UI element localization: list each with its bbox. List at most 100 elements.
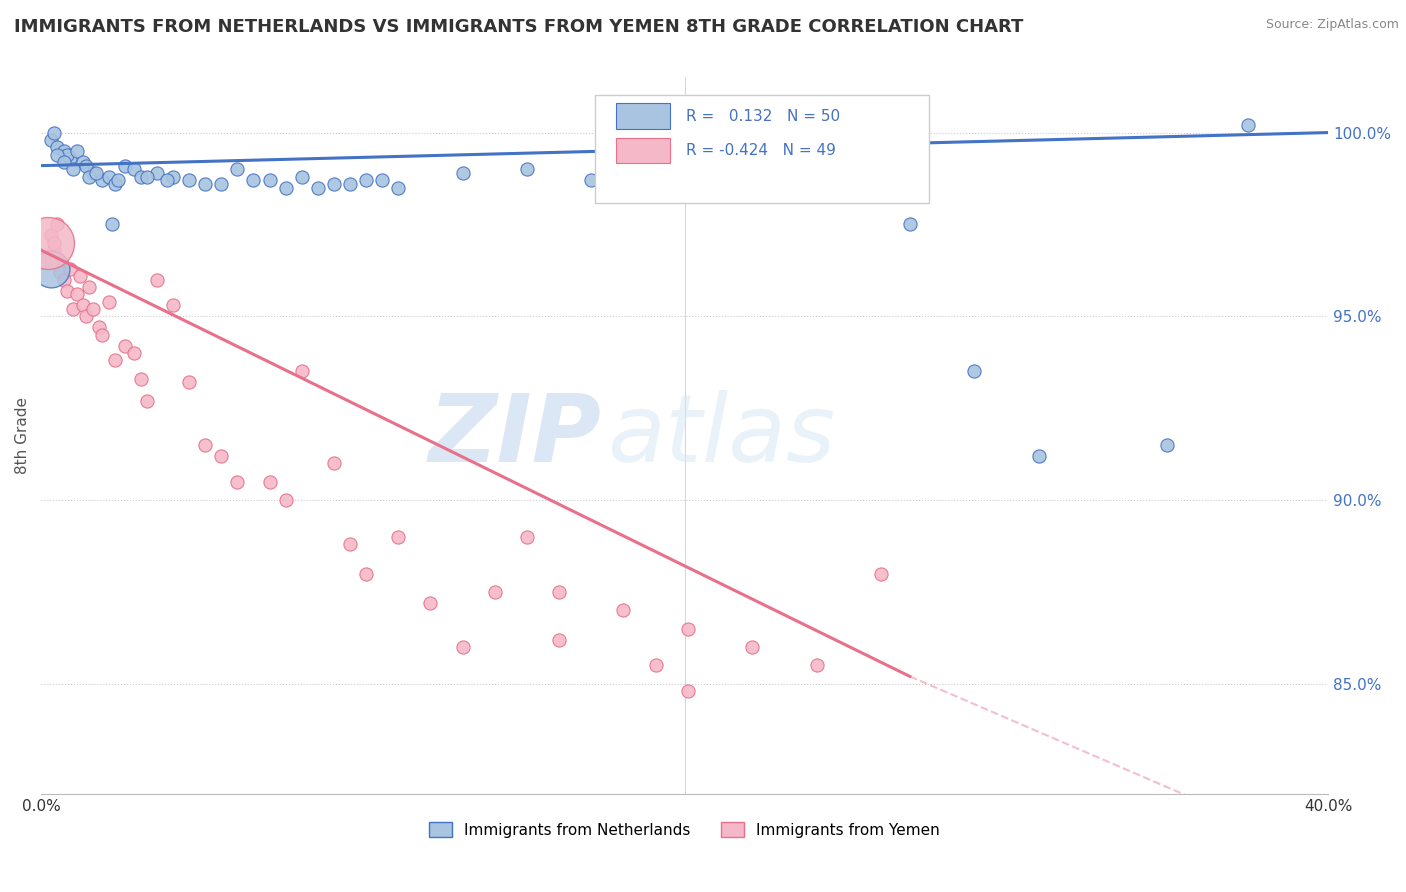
Point — [259, 475, 281, 489]
Point — [179, 376, 201, 390]
Point — [101, 218, 124, 232]
Point — [62, 162, 84, 177]
Point — [82, 166, 104, 180]
Point — [322, 177, 344, 191]
Point — [136, 393, 159, 408]
Text: Source: ZipAtlas.com: Source: ZipAtlas.com — [1265, 18, 1399, 31]
Point — [274, 180, 297, 194]
Point — [387, 180, 409, 194]
Point — [146, 166, 169, 180]
Point — [307, 180, 329, 194]
Point — [87, 320, 110, 334]
Point — [129, 372, 152, 386]
Text: atlas: atlas — [607, 390, 835, 481]
Point — [82, 301, 104, 316]
Point — [581, 173, 603, 187]
Point — [69, 268, 91, 283]
Point — [52, 155, 75, 169]
Point — [898, 218, 921, 232]
Point — [741, 640, 763, 654]
Point — [46, 140, 69, 154]
Point — [1236, 118, 1258, 132]
Point — [179, 173, 201, 187]
Point — [84, 166, 107, 180]
Point — [644, 658, 666, 673]
Bar — [616, 103, 671, 129]
Point — [56, 284, 79, 298]
Point — [1028, 449, 1050, 463]
Text: R =   0.132   N = 50: R = 0.132 N = 50 — [686, 109, 839, 124]
Point — [136, 169, 159, 184]
Point — [226, 475, 249, 489]
Point — [104, 353, 127, 368]
Point — [107, 173, 129, 187]
Point — [1156, 438, 1178, 452]
Point — [194, 177, 217, 191]
Point — [155, 173, 177, 187]
Point — [65, 144, 87, 158]
Point — [419, 596, 441, 610]
Point — [56, 147, 79, 161]
Point — [226, 162, 249, 177]
Point — [59, 151, 82, 165]
Point — [65, 287, 87, 301]
Point — [162, 298, 184, 312]
Legend: Immigrants from Netherlands, Immigrants from Yemen: Immigrants from Netherlands, Immigrants … — [423, 815, 946, 844]
Point — [806, 658, 828, 673]
Point — [676, 684, 699, 698]
Point — [42, 243, 65, 257]
Point — [548, 632, 571, 647]
Point — [146, 272, 169, 286]
Point — [62, 301, 84, 316]
Point — [354, 173, 377, 187]
Point — [114, 159, 136, 173]
Point — [291, 364, 314, 378]
Point — [42, 126, 65, 140]
Point — [259, 173, 281, 187]
Point — [49, 265, 72, 279]
Text: IMMIGRANTS FROM NETHERLANDS VS IMMIGRANTS FROM YEMEN 8TH GRADE CORRELATION CHART: IMMIGRANTS FROM NETHERLANDS VS IMMIGRANT… — [14, 18, 1024, 36]
Point — [209, 177, 232, 191]
Point — [612, 603, 634, 617]
Point — [37, 235, 59, 250]
Point — [676, 622, 699, 636]
Point — [339, 177, 361, 191]
Point — [387, 530, 409, 544]
Point — [52, 272, 75, 286]
Point — [209, 449, 232, 463]
Point — [91, 327, 114, 342]
Text: ZIP: ZIP — [427, 390, 600, 482]
Point — [114, 339, 136, 353]
Point — [451, 166, 474, 180]
Point — [371, 173, 394, 187]
Point — [52, 144, 75, 158]
Point — [97, 294, 120, 309]
Point — [72, 155, 94, 169]
Y-axis label: 8th Grade: 8th Grade — [15, 397, 30, 475]
Point — [39, 261, 62, 276]
Point — [124, 346, 146, 360]
Point — [79, 280, 101, 294]
Point — [548, 585, 571, 599]
Point — [72, 298, 94, 312]
Point — [79, 169, 101, 184]
Point — [39, 133, 62, 147]
Point — [354, 566, 377, 581]
FancyBboxPatch shape — [595, 95, 929, 202]
Point — [46, 147, 69, 161]
Point — [59, 261, 82, 276]
Point — [516, 162, 538, 177]
Bar — [616, 137, 671, 163]
Point — [194, 438, 217, 452]
Point — [322, 456, 344, 470]
Point — [124, 162, 146, 177]
Point — [162, 169, 184, 184]
Point — [97, 169, 120, 184]
Point — [129, 169, 152, 184]
Point — [484, 585, 506, 599]
Point — [75, 159, 97, 173]
Point — [91, 173, 114, 187]
Point — [339, 537, 361, 551]
Point — [75, 310, 97, 324]
Point — [42, 235, 65, 250]
